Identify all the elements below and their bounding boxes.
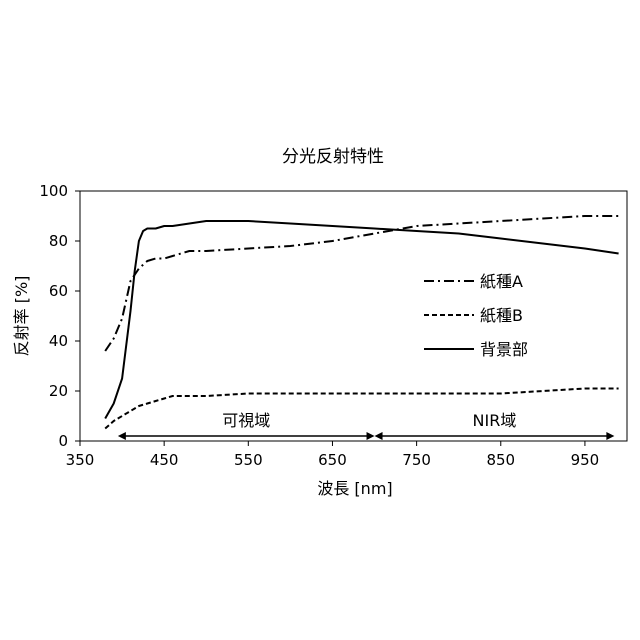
y-tick-label: 20: [49, 382, 68, 400]
x-tick-label: 850: [486, 451, 515, 469]
plot-frame: [80, 191, 627, 441]
y-tick-label: 80: [49, 232, 68, 250]
band-arrow-right: [367, 432, 375, 440]
legend-label: 背景部: [480, 340, 528, 359]
band-arrow-left: [375, 432, 383, 440]
x-tick-label: 550: [234, 451, 263, 469]
band-arrow-right: [606, 432, 614, 440]
y-tick-label: 60: [49, 282, 68, 300]
y-tick-label: 0: [58, 432, 68, 450]
series-line-1: [105, 216, 618, 351]
y-axis-ticks: 0 20 40 60 80 100: [39, 182, 80, 450]
band-annotations: 可視域 NIR域: [118, 411, 615, 440]
legend-label: 紙種B: [480, 306, 523, 325]
y-axis-label: 反射率 [%]: [12, 276, 31, 357]
band-arrow-left: [118, 432, 126, 440]
x-tick-label: 750: [402, 451, 431, 469]
x-tick-label: 950: [571, 451, 600, 469]
series-layer: [105, 216, 618, 429]
legend-label: 紙種A: [480, 272, 523, 291]
x-axis-ticks: 350 450 550 650 750 850 950: [66, 441, 600, 469]
x-tick-label: 350: [66, 451, 95, 469]
x-tick-label: 450: [150, 451, 179, 469]
x-axis-label: 波長 [nm]: [317, 479, 392, 498]
band-label: NIR域: [473, 411, 517, 430]
legend: 紙種A 紙種B 背景部: [424, 272, 528, 359]
plot-area: [80, 191, 627, 441]
x-tick-label: 650: [318, 451, 347, 469]
series-line-3: [105, 221, 618, 419]
chart-title: 分光反射特性: [282, 147, 384, 167]
series-line-2: [105, 389, 618, 429]
band-label: 可視域: [222, 411, 270, 430]
y-tick-label: 100: [39, 182, 68, 200]
y-tick-label: 40: [49, 332, 68, 350]
